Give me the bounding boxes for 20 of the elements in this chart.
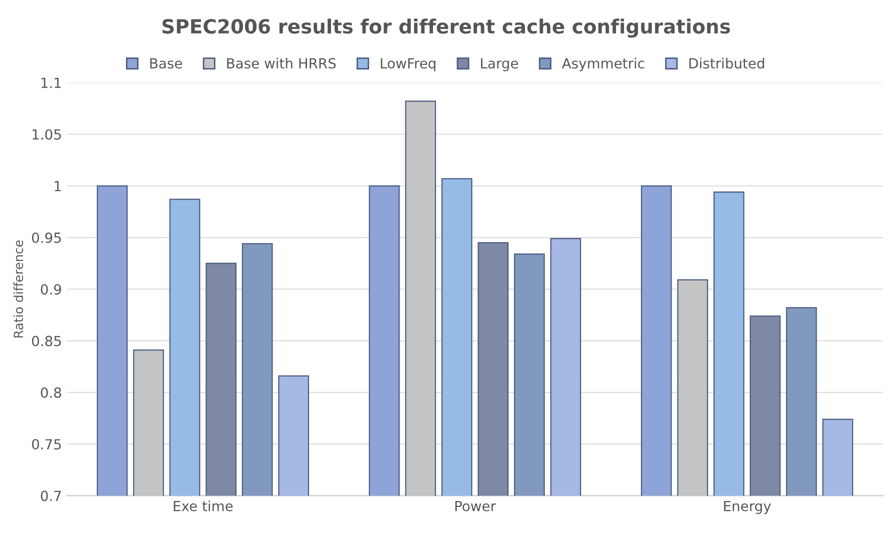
y-tick-label: 1.05	[32, 129, 61, 140]
y-tick-label: 0.85	[32, 336, 61, 346]
legend-label: Base with HRRS	[227, 58, 336, 69]
legend-label: Base	[150, 58, 182, 69]
y-tick-label: 1.1	[41, 78, 61, 88]
legend-label: Distributed	[689, 58, 764, 69]
chart-title: SPEC2006 results for different cache configurations	[162, 18, 730, 38]
y-tick-label: 0.75	[32, 439, 61, 450]
x-tick-label: Energy	[724, 500, 771, 514]
y-tick-label: 0.95	[32, 232, 61, 243]
legend-label: Large	[481, 58, 518, 72]
x-tick-label: Exe time	[174, 500, 233, 512]
y-tick-label: 0.8	[40, 387, 62, 398]
x-tick-label: Power	[455, 500, 496, 512]
y-tick-label: 1	[54, 181, 61, 192]
y-axis-title: Ratio difference	[13, 240, 24, 338]
legend-label: LowFreq	[380, 58, 436, 72]
legend-label: Asymmetric	[562, 58, 644, 72]
y-tick-label: 0.7	[40, 490, 61, 502]
y-tick-label: 0.9	[40, 284, 62, 295]
